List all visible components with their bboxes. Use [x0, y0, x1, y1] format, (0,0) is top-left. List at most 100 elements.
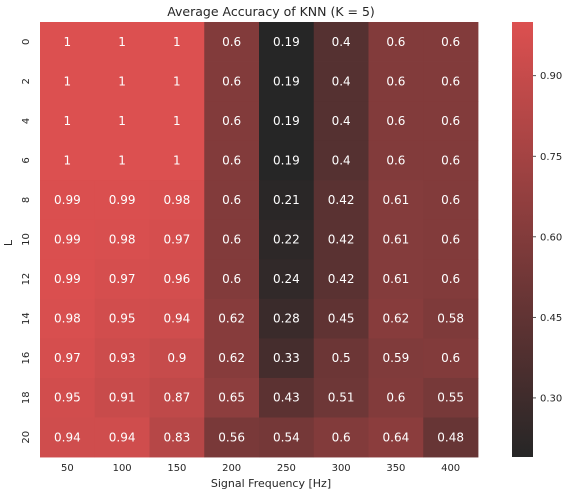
heatmap-cell — [94, 259, 150, 300]
cell-value-label: 0.6 — [386, 114, 405, 128]
heatmap-cell — [423, 61, 479, 102]
cell-value-label: 0.99 — [54, 272, 81, 286]
heatmap-cell — [40, 140, 96, 181]
heatmap-cell — [259, 61, 315, 102]
heatmap-cell — [94, 101, 150, 142]
heatmap-cell — [368, 101, 424, 142]
cell-value-label: 0.56 — [218, 430, 245, 444]
x-tick-label: 50 — [61, 463, 74, 474]
cell-value-label: 1 — [173, 114, 181, 128]
y-tick-label: 10 — [21, 233, 32, 246]
cell-value-label: 0.6 — [222, 35, 241, 49]
cell-value-label: 0.65 — [218, 391, 245, 405]
cell-value-label: 0.6 — [441, 233, 460, 247]
colorbar-tick-label: 0.75 — [540, 152, 562, 163]
heatmap-cell — [423, 22, 479, 62]
cell-value-label: 0.4 — [332, 114, 351, 128]
heatmap-cell — [423, 417, 479, 458]
cell-value-label: 0.91 — [109, 391, 136, 405]
heatmap-cell — [204, 180, 260, 221]
cell-value-label: 0.33 — [273, 351, 300, 365]
cell-value-label: 0.6 — [222, 193, 241, 207]
heatmap-cell — [94, 219, 150, 260]
cell-value-label: 0.19 — [273, 74, 300, 88]
heatmap-cell — [204, 219, 260, 260]
heatmap-cell — [149, 338, 205, 379]
cell-value-label: 1 — [64, 114, 72, 128]
heatmap-cell — [368, 61, 424, 102]
heatmap-cell — [204, 298, 260, 339]
cell-value-label: 0.22 — [273, 233, 300, 247]
heatmap-cell — [368, 140, 424, 181]
colorbar-tick-label: 0.90 — [540, 71, 562, 82]
y-tick-label: 8 — [21, 197, 32, 203]
heatmap-cell — [423, 140, 479, 181]
cell-value-label: 0.6 — [386, 153, 405, 167]
cell-value-label: 1 — [64, 35, 72, 49]
heatmap-cell — [313, 338, 369, 379]
cell-value-label: 1 — [64, 153, 72, 167]
y-tick-label: 2 — [21, 78, 32, 84]
cell-value-label: 0.62 — [218, 351, 245, 365]
heatmap-cell — [149, 180, 205, 221]
cell-value-label: 0.4 — [332, 74, 351, 88]
heatmap-cells: 1 1 1 0.6 0.19 0.4 0.6 0.61 1 1 0.6 0.19 0.4 0.6 0.61 1… — [40, 22, 479, 458]
cell-value-label: 0.94 — [109, 430, 136, 444]
cell-value-label: 0.87 — [164, 391, 191, 405]
heatmap-cell — [204, 101, 260, 142]
y-tick-label: 16 — [21, 352, 32, 365]
cell-value-label: 0.94 — [54, 430, 81, 444]
heatmap-cell — [259, 180, 315, 221]
heatmap-cell — [313, 259, 369, 300]
cell-value-label: 0.99 — [54, 233, 81, 247]
cell-value-label: 0.28 — [273, 312, 300, 326]
heatmap-cell — [40, 259, 96, 300]
heatmap-cell — [259, 417, 315, 458]
heatmap-cell — [149, 22, 205, 62]
cell-value-label: 0.6 — [441, 351, 460, 365]
cell-value-label: 0.61 — [383, 272, 410, 286]
cell-value-label: 0.4 — [332, 35, 351, 49]
heatmap-cell — [94, 180, 150, 221]
x-tick-label: 150 — [167, 463, 186, 474]
cell-value-label: 0.43 — [273, 391, 300, 405]
heatmap-cell — [313, 298, 369, 339]
y-tick-label: 0 — [21, 39, 32, 45]
cell-value-label: 0.51 — [328, 391, 355, 405]
heatmap-cell — [423, 101, 479, 142]
heatmap-cell — [204, 61, 260, 102]
cell-value-label: 0.6 — [441, 74, 460, 88]
cell-value-label: 0.55 — [437, 391, 464, 405]
heatmap-cell — [94, 140, 150, 181]
cell-value-label: 1 — [173, 153, 181, 167]
heatmap-cell — [94, 417, 150, 458]
cell-value-label: 0.94 — [164, 312, 191, 326]
cell-value-label: 0.6 — [222, 74, 241, 88]
heatmap-cell — [94, 298, 150, 339]
cell-value-label: 0.83 — [164, 430, 191, 444]
heatmap-cell — [40, 22, 96, 62]
cell-value-label: 0.9 — [167, 351, 186, 365]
heatmap-cell — [313, 61, 369, 102]
cell-value-label: 0.96 — [164, 272, 191, 286]
heatmap-cell — [204, 417, 260, 458]
x-tick-labels: 50 100 150 200 250 300 350 400 — [61, 463, 460, 474]
y-axis-label: L — [2, 239, 15, 246]
heatmap-cell — [313, 417, 369, 458]
heatmap-cell — [368, 22, 424, 62]
heatmap-cell — [368, 417, 424, 458]
heatmap-cell — [204, 338, 260, 379]
cell-value-label: 0.64 — [383, 430, 410, 444]
cell-value-label: 1 — [118, 35, 126, 49]
cell-value-label: 0.62 — [383, 312, 410, 326]
cell-value-label: 1 — [173, 35, 181, 49]
cell-value-label: 0.6 — [386, 35, 405, 49]
heatmap-cell — [423, 298, 479, 339]
cell-value-label: 0.6 — [441, 35, 460, 49]
cell-value-label: 0.97 — [109, 272, 136, 286]
cell-value-label: 0.95 — [109, 312, 136, 326]
cell-value-label: 0.24 — [273, 272, 300, 286]
heatmap-cell — [40, 101, 96, 142]
cell-value-label: 0.61 — [383, 233, 410, 247]
